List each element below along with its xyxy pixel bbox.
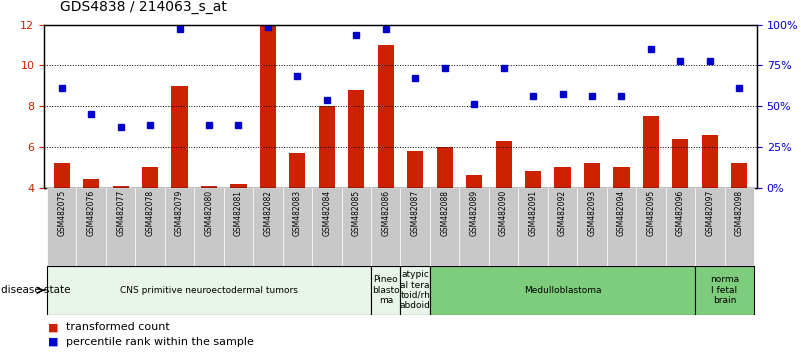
Text: GSM482097: GSM482097 (706, 190, 714, 236)
Bar (731, 163, 747, 188)
Text: percentile rank within the sample: percentile rank within the sample (66, 337, 254, 347)
Bar (135, 188, 165, 266)
Bar (407, 151, 424, 188)
Text: GSM482082: GSM482082 (264, 190, 272, 236)
Text: ■: ■ (48, 322, 58, 332)
Text: GSM482098: GSM482098 (735, 190, 744, 236)
Text: ■: ■ (48, 337, 58, 347)
Text: GSM482080: GSM482080 (204, 190, 214, 236)
Bar (725, 188, 754, 266)
Bar (260, 25, 276, 188)
Text: CNS primitive neuroectodermal tumors: CNS primitive neuroectodermal tumors (120, 286, 298, 295)
Bar (223, 188, 253, 266)
Bar (400, 266, 430, 315)
Bar (371, 188, 400, 266)
Bar (83, 179, 99, 188)
Bar (319, 106, 335, 188)
Bar (614, 167, 630, 188)
Text: GDS4838 / 214063_s_at: GDS4838 / 214063_s_at (60, 0, 227, 14)
Text: GSM482084: GSM482084 (322, 190, 332, 236)
Text: GSM482091: GSM482091 (529, 190, 537, 236)
Bar (371, 266, 400, 315)
Text: disease state: disease state (1, 285, 70, 295)
Bar (142, 167, 159, 188)
Bar (584, 163, 600, 188)
Text: GSM482076: GSM482076 (87, 190, 95, 236)
Text: GSM482092: GSM482092 (558, 190, 567, 236)
Bar (377, 45, 394, 188)
Bar (47, 266, 371, 315)
Bar (231, 183, 247, 188)
Text: atypic
al tera
toid/rh
abdoid: atypic al tera toid/rh abdoid (400, 270, 431, 310)
Bar (695, 266, 754, 315)
Bar (666, 188, 695, 266)
Bar (253, 188, 283, 266)
Bar (341, 188, 371, 266)
Bar (201, 185, 217, 188)
Text: GSM482075: GSM482075 (57, 190, 66, 236)
Bar (460, 188, 489, 266)
Bar (695, 188, 725, 266)
Bar (165, 188, 195, 266)
Bar (76, 188, 106, 266)
Bar (348, 90, 364, 188)
Bar (430, 266, 695, 315)
Text: GSM482086: GSM482086 (381, 190, 390, 236)
Bar (47, 188, 76, 266)
Bar (606, 188, 636, 266)
Text: GSM482090: GSM482090 (499, 190, 508, 236)
Text: GSM482087: GSM482087 (411, 190, 420, 236)
Bar (496, 141, 512, 188)
Text: GSM482094: GSM482094 (617, 190, 626, 236)
Bar (195, 188, 223, 266)
Text: GSM482089: GSM482089 (469, 190, 479, 236)
Text: GSM482085: GSM482085 (352, 190, 360, 236)
Text: GSM482081: GSM482081 (234, 190, 243, 236)
Text: GSM482093: GSM482093 (587, 190, 597, 236)
Bar (489, 188, 518, 266)
Bar (400, 188, 430, 266)
Text: GSM482095: GSM482095 (646, 190, 655, 236)
Bar (518, 188, 548, 266)
Bar (466, 176, 482, 188)
Bar (672, 139, 688, 188)
Bar (437, 147, 453, 188)
Bar (171, 86, 187, 188)
Text: GSM482078: GSM482078 (146, 190, 155, 236)
Text: GSM482096: GSM482096 (676, 190, 685, 236)
Bar (548, 188, 578, 266)
Text: GSM482083: GSM482083 (293, 190, 302, 236)
Bar (430, 188, 460, 266)
Bar (283, 188, 312, 266)
Bar (289, 153, 305, 188)
Text: norma
l fetal
brain: norma l fetal brain (710, 275, 739, 305)
Text: GSM482077: GSM482077 (116, 190, 125, 236)
Bar (113, 185, 129, 188)
Bar (554, 167, 570, 188)
Bar (702, 135, 718, 188)
Text: transformed count: transformed count (66, 322, 170, 332)
Bar (636, 188, 666, 266)
Text: GSM482079: GSM482079 (175, 190, 184, 236)
Bar (312, 188, 341, 266)
Bar (54, 163, 70, 188)
Bar (578, 188, 606, 266)
Text: GSM482088: GSM482088 (441, 190, 449, 236)
Text: Medulloblastoma: Medulloblastoma (524, 286, 602, 295)
Bar (106, 188, 135, 266)
Bar (642, 116, 659, 188)
Bar (525, 171, 541, 188)
Text: Pineo
blasto
ma: Pineo blasto ma (372, 275, 400, 305)
